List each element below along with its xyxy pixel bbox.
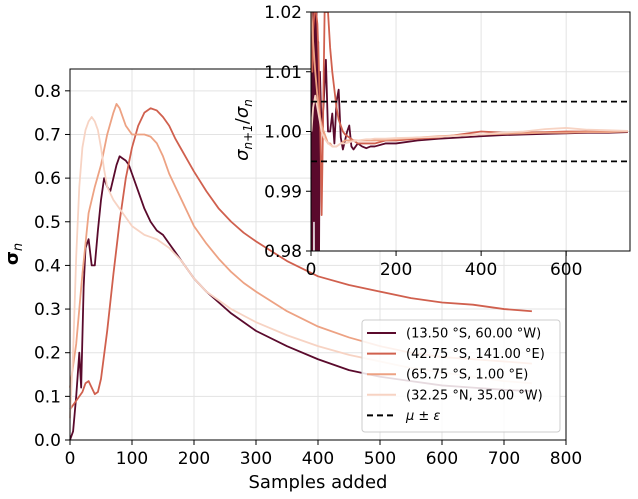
inset-y-tick-label: 1.02 [264, 3, 302, 23]
inset-x-ticks: 0 200 400 600 [306, 251, 582, 280]
main-x-tick-label: 0 [65, 449, 76, 469]
inset-x-tick-label: 200 [380, 260, 412, 280]
main-y-axis-label-symbol: σ [2, 251, 23, 265]
main-y-tick-label: 0.6 [34, 169, 61, 189]
main-y-tick-label: 0.2 [34, 344, 61, 364]
main-y-tick-label: 0.5 [34, 213, 61, 233]
legend-box [361, 319, 561, 433]
inset-y-axis-label: σn+1/σn [232, 99, 255, 161]
main-series-line-65-75-s-1-00-e [69, 103, 532, 388]
inset-y-label-sub2: n [241, 99, 255, 107]
inset-x-tick-label: 600 [550, 260, 582, 280]
main-y-tick-label: 0.3 [34, 300, 61, 320]
main-y-tick-label: 0.1 [34, 387, 61, 407]
main-y-axis-label: σn [2, 243, 26, 265]
legend-label-32-25-n-35-00-w: (32.25 °N, 35.00 °W) [406, 388, 543, 403]
main-x-tick-label: 100 [116, 449, 148, 469]
legend-label-: μ ± ε [405, 409, 440, 424]
inset-x-tick-label: 400 [465, 260, 497, 280]
main-series-line-13-50-s-60-00-w [69, 155, 532, 441]
inset-y-label-slash: / [232, 117, 253, 124]
main-y-tick-label: 0.0 [34, 431, 61, 451]
inset-y-tick-label: 1.01 [264, 63, 302, 83]
inset-y-label-sub1: n+1 [241, 124, 255, 149]
main-series-line-42-75-s-141-00-e [69, 107, 532, 410]
main-x-tick-label: 400 [302, 449, 334, 469]
main-x-ticks: 0 100 200 300 400 500 600 700 800 [65, 440, 582, 469]
inset-chart: 0 200 400 600 0.980.991.001.011.02 σn+1/σn [232, 3, 631, 280]
legend-label-13-50-s-60-00-w: (13.50 °S, 60.00 °W) [406, 327, 541, 342]
inset-y-label-sym2: σ [232, 106, 253, 118]
main-x-axis-label: Samples added [249, 472, 388, 493]
main-x-tick-label: 300 [240, 449, 272, 469]
legend-label-42-75-s-141-00-e: (42.75 °S, 141.00 °E) [406, 347, 545, 362]
main-x-tick-label: 500 [364, 449, 396, 469]
main-y-ticks: 0.0 0.1 0.2 0.3 0.4 0.5 0.6 0.7 0.8 [34, 82, 70, 451]
inset-y-label-sym1: σ [232, 149, 253, 161]
inset-series-line-42-75-s-141-00-e [311, 12, 628, 217]
main-x-tick-label: 200 [178, 449, 210, 469]
inset-y-tick-label: 0.99 [264, 182, 302, 202]
main-x-tick-label: 600 [426, 449, 458, 469]
legend-label-65-75-s-1-00-e: (65.75 °S, 1.00 °E) [406, 368, 528, 383]
inset-series-line-32-25-n-35-00-w [311, 94, 628, 148]
main-series-line-32-25-n-35-00-w [69, 116, 532, 419]
main-x-tick-label: 700 [488, 449, 520, 469]
inset-x-tick-label: 0 [306, 260, 317, 280]
inset-y-ticks: 0.98 0.99 1.00 1.01 1.02 [264, 3, 311, 262]
main-y-tick-label: 0.4 [34, 256, 61, 276]
legend: (13.50 °S, 60.00 °W) (42.75 °S, 141.00 °E… [361, 319, 561, 433]
main-x-tick-label: 800 [550, 449, 582, 469]
main-y-tick-label: 0.7 [34, 125, 61, 145]
inset-reference-lines [311, 100, 630, 163]
main-y-tick-label: 0.8 [34, 82, 61, 102]
main-series-group [69, 103, 532, 441]
inset-series-group [311, 12, 628, 251]
inset-y-tick-label: 1.00 [264, 123, 302, 143]
inset-y-tick-label: 0.98 [264, 242, 302, 262]
main-y-axis-label-subscript: n [11, 243, 26, 251]
